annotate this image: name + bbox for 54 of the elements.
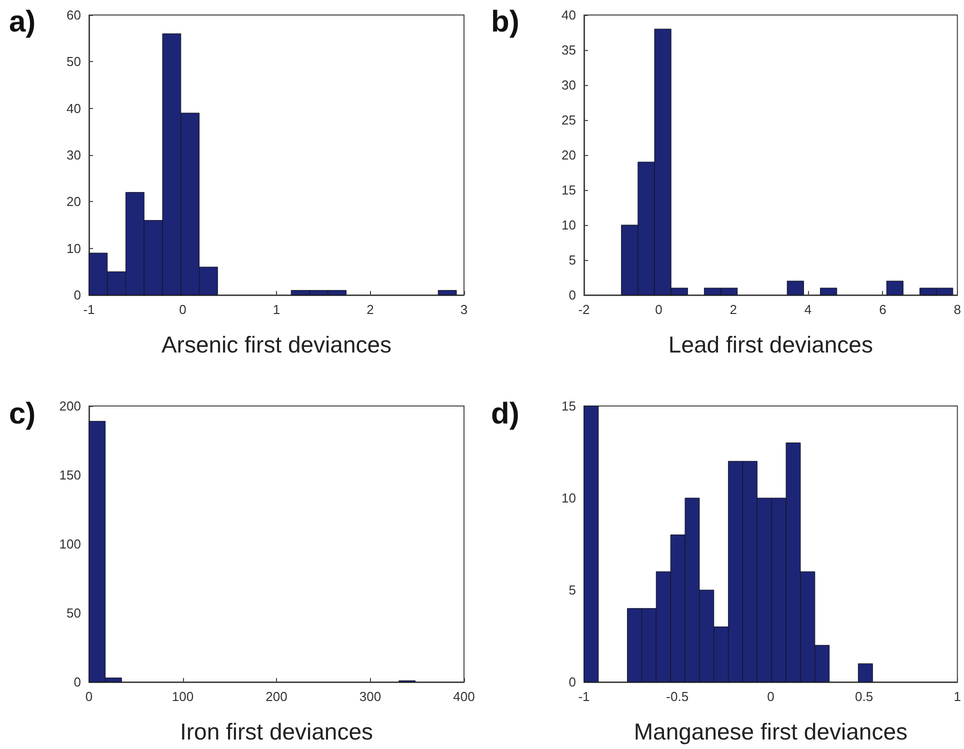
x-tick-label: -1 xyxy=(578,689,590,704)
y-tick-label: 20 xyxy=(562,148,576,162)
y-tick-label: 15 xyxy=(562,398,576,414)
y-tick-label: 0 xyxy=(568,674,576,690)
y-tick-label: 60 xyxy=(66,8,81,22)
y-tick-label: 5 xyxy=(568,582,576,598)
chart-title: b) xyxy=(491,6,520,38)
y-tick-label: 10 xyxy=(66,240,81,256)
x-tick-label: -2 xyxy=(578,302,590,317)
chart-title: a) xyxy=(9,6,36,38)
x-axis-title: Iron first deviances xyxy=(180,718,374,744)
x-tick-label: 8 xyxy=(954,302,961,317)
x-tick-label: 0 xyxy=(767,689,774,704)
y-tick-label: 200 xyxy=(59,398,81,414)
y-tick-label: 30 xyxy=(66,148,81,162)
x-tick-label: 200 xyxy=(266,689,288,704)
x-axis-title: Manganese first deviances xyxy=(634,718,908,744)
x-axis-title: Arsenic first deviances xyxy=(161,332,392,358)
x-tick-label: 0 xyxy=(655,302,662,317)
y-tick-label: 10 xyxy=(562,490,576,506)
x-tick-label: 2 xyxy=(730,302,737,317)
x-tick-label: 1 xyxy=(954,689,961,704)
x-tick-label: 0 xyxy=(85,689,93,704)
x-axis-title: Lead first deviances xyxy=(668,332,873,358)
x-tick-label: 2 xyxy=(366,302,374,317)
y-tick-label: 50 xyxy=(66,54,81,70)
x-tick-label: 0 xyxy=(179,302,186,317)
x-tick-label: 4 xyxy=(804,302,812,317)
y-tick-label: 40 xyxy=(562,8,576,22)
y-tick-label: 100 xyxy=(59,536,81,552)
chart-title: c) xyxy=(9,398,36,430)
y-tick-label: 0 xyxy=(74,674,81,690)
x-tick-label: 300 xyxy=(359,689,382,704)
y-tick-label: 15 xyxy=(562,182,576,198)
y-tick-label: 0 xyxy=(568,288,576,302)
y-tick-label: 0 xyxy=(74,288,81,302)
y-tick-label: 30 xyxy=(562,78,576,92)
x-tick-label: 400 xyxy=(453,689,475,704)
y-tick-label: 10 xyxy=(562,218,576,232)
x-tick-label: 0.5 xyxy=(855,689,874,704)
y-tick-label: 40 xyxy=(66,100,81,116)
y-tick-label: 20 xyxy=(66,194,81,210)
x-tick-label: -1 xyxy=(83,302,95,317)
y-tick-label: 50 xyxy=(66,606,81,620)
y-tick-label: 35 xyxy=(562,42,576,58)
y-tick-label: 5 xyxy=(568,252,576,268)
x-tick-label: 100 xyxy=(172,689,194,704)
x-tick-label: 1 xyxy=(272,302,280,317)
y-tick-label: 25 xyxy=(562,112,576,128)
x-tick-label: 3 xyxy=(460,302,468,317)
chart-title: d) xyxy=(491,398,520,430)
x-tick-label: 6 xyxy=(879,302,886,317)
x-tick-label: -0.5 xyxy=(666,689,689,704)
y-tick-label: 150 xyxy=(59,468,81,482)
